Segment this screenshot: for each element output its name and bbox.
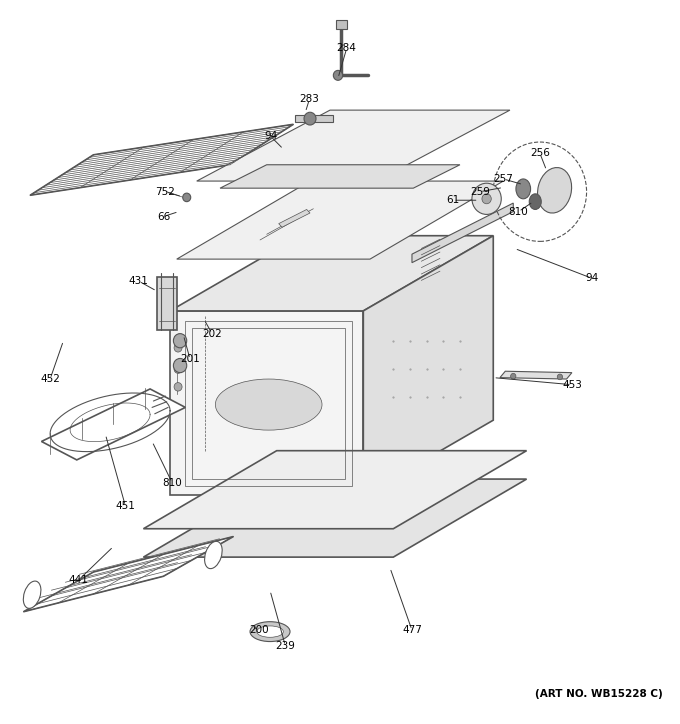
- Text: 441: 441: [69, 575, 88, 585]
- Ellipse shape: [216, 379, 322, 430]
- Text: 256: 256: [530, 148, 550, 159]
- Ellipse shape: [23, 581, 41, 608]
- Text: 239: 239: [275, 641, 295, 651]
- Circle shape: [173, 358, 187, 373]
- Polygon shape: [23, 536, 233, 612]
- Polygon shape: [170, 236, 493, 311]
- Text: 200: 200: [249, 626, 269, 635]
- Text: 810: 810: [163, 478, 182, 488]
- Text: 66: 66: [157, 211, 170, 222]
- Text: 453: 453: [562, 379, 582, 390]
- Circle shape: [511, 374, 516, 379]
- Text: 94: 94: [585, 273, 598, 283]
- Polygon shape: [220, 165, 460, 188]
- Circle shape: [174, 365, 182, 374]
- Polygon shape: [336, 20, 347, 28]
- Polygon shape: [30, 125, 293, 195]
- Ellipse shape: [538, 167, 572, 213]
- Text: 257: 257: [493, 174, 513, 184]
- Circle shape: [174, 382, 182, 391]
- Circle shape: [173, 334, 187, 348]
- Polygon shape: [500, 371, 572, 379]
- Text: 201: 201: [180, 354, 200, 364]
- Polygon shape: [170, 311, 363, 495]
- Text: 810: 810: [509, 206, 528, 216]
- Ellipse shape: [205, 542, 222, 568]
- Text: 283: 283: [299, 94, 320, 104]
- Ellipse shape: [516, 179, 530, 199]
- Text: 452: 452: [40, 374, 60, 384]
- Polygon shape: [279, 209, 310, 227]
- Ellipse shape: [257, 626, 284, 637]
- Text: (ART NO. WB15228 C): (ART NO. WB15228 C): [535, 689, 663, 699]
- Text: 259: 259: [470, 187, 490, 197]
- Polygon shape: [143, 479, 526, 557]
- Polygon shape: [294, 115, 333, 122]
- Text: 477: 477: [402, 626, 422, 635]
- Circle shape: [174, 344, 182, 352]
- Text: 431: 431: [129, 276, 149, 286]
- Ellipse shape: [529, 194, 541, 209]
- Circle shape: [333, 70, 343, 80]
- Circle shape: [304, 112, 316, 125]
- Polygon shape: [177, 181, 503, 259]
- Polygon shape: [412, 203, 513, 263]
- Circle shape: [472, 183, 501, 214]
- Text: 202: 202: [202, 329, 222, 339]
- Polygon shape: [363, 236, 493, 495]
- Text: 94: 94: [264, 131, 277, 141]
- Polygon shape: [143, 450, 526, 529]
- Circle shape: [482, 194, 491, 203]
- Polygon shape: [197, 110, 510, 181]
- Ellipse shape: [250, 622, 290, 641]
- Polygon shape: [157, 277, 177, 330]
- Text: 752: 752: [156, 187, 175, 197]
- Circle shape: [183, 193, 190, 202]
- Circle shape: [557, 374, 562, 379]
- Text: 61: 61: [447, 195, 460, 205]
- Text: 284: 284: [337, 43, 356, 54]
- Text: 451: 451: [116, 501, 135, 511]
- Polygon shape: [41, 389, 186, 460]
